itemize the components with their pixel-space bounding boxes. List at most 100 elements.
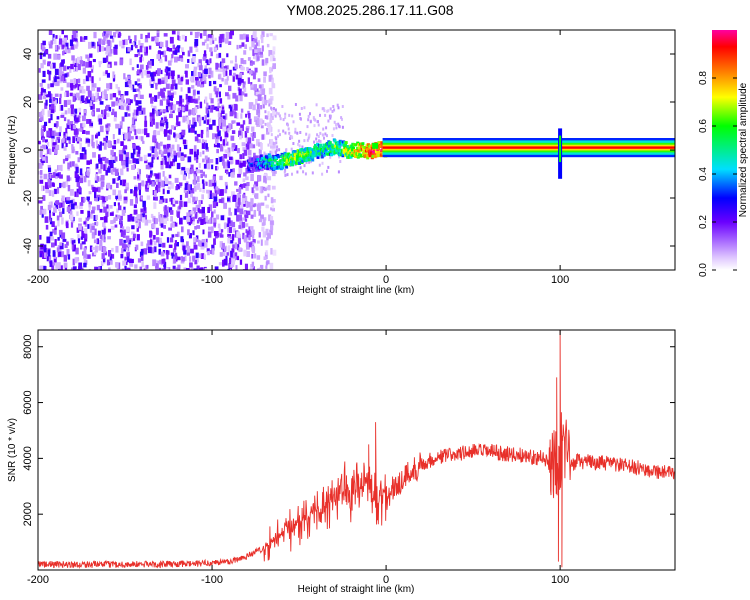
noise-cell [127,47,132,52]
ridge-cell [312,150,316,154]
noise-cell [171,79,176,86]
noise-cell [104,251,108,256]
noise-cell [51,138,54,143]
noise-cell [38,94,43,100]
noise-cell [212,180,215,187]
noise-cell [155,110,159,117]
noise-cell [137,128,141,135]
noise-cell [177,107,181,112]
noise-cell [99,141,102,146]
noise-cell [96,87,101,92]
noise-cell [121,243,126,250]
noise-cell [112,134,115,140]
noise-cell [122,179,127,187]
noise-cell [229,156,233,161]
noise-cell [86,160,91,165]
noise-cell [54,200,57,205]
noise-cell [75,66,79,71]
noise-cell [220,122,224,129]
noise-cell [109,82,113,90]
noise-cell [96,176,100,182]
noise-cell [88,41,92,49]
noise-cell [139,56,142,63]
noise-cell [263,256,267,260]
noise-cell [100,162,103,170]
noise-cell [48,41,51,46]
noise-cell [246,210,251,216]
noise-cell [269,33,273,37]
ridge-cell [377,147,380,151]
noise-cell [240,65,244,71]
noise-cell [246,182,250,187]
noise-cell [95,134,98,139]
noise-cell [165,250,169,255]
ridge-cell [355,149,359,153]
noise-cell [58,251,62,257]
noise-cell [123,229,126,235]
noise-cell [266,99,270,104]
noise-cell [133,41,137,47]
noise-cell [138,100,142,105]
noise-cell [80,210,84,214]
noise-cell [294,103,297,106]
noise-cell [152,108,155,115]
noise-cell [238,187,242,194]
noise-cell [125,235,130,243]
noise-cell [187,229,190,236]
noise-cell [65,131,68,137]
noise-cell [292,142,295,145]
noise-cell [193,174,196,182]
spectrogram-marks [38,30,675,270]
noise-cell [45,157,48,163]
noise-cell [144,115,147,121]
noise-cell [173,162,176,167]
noise-cell [126,267,131,270]
noise-cell [203,254,206,260]
noise-cell [305,160,308,164]
noise-cell [164,55,168,62]
noise-cell [245,160,248,165]
noise-cell [177,121,181,127]
noise-cell [251,61,255,65]
noise-cell [183,144,188,150]
noise-cell [340,116,343,120]
noise-cell [236,188,239,192]
noise-cell [268,98,273,105]
noise-cell [223,153,228,159]
noise-cell [172,265,176,269]
noise-cell [215,91,218,98]
noise-cell [70,79,74,86]
noise-cell [160,80,165,84]
noise-cell [46,148,51,155]
ridge-cell [367,149,371,153]
noise-cell [40,63,44,69]
noise-cell [195,235,199,242]
noise-cell [173,104,177,111]
noise-cell [186,217,191,222]
noise-cell [269,54,273,62]
noise-cell [231,130,236,134]
noise-cell [123,150,126,155]
noise-cell [201,239,205,243]
noise-cell [102,57,107,63]
noise-cell [189,217,193,224]
noise-cell [252,266,255,270]
noise-cell [214,234,218,239]
noise-cell [262,104,265,109]
noise-cell [59,182,62,189]
noise-cell [147,240,151,246]
noise-cell [267,176,272,181]
noise-cell [183,216,187,220]
noise-cell [39,83,43,87]
noise-cell [241,222,246,228]
colorbar-tick-label: 0.0 [698,263,709,277]
noise-cell [60,71,65,76]
noise-cell [123,39,128,45]
noise-cell [201,116,204,121]
noise-cell [115,246,119,253]
noise-cell [174,83,178,90]
noise-cell [217,98,220,103]
noise-cell [60,75,65,82]
ridge-cell [305,154,309,157]
noise-cell [138,188,141,196]
